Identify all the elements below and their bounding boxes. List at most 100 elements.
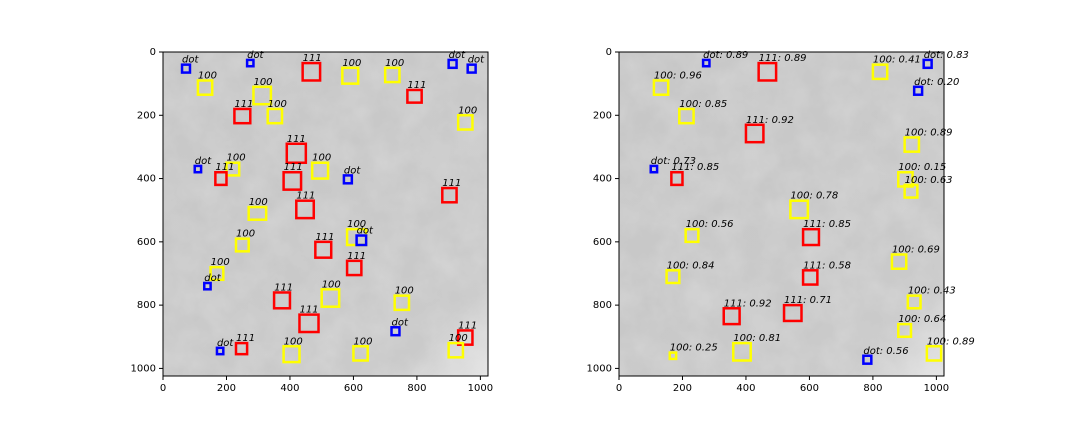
box-label: 100: 0.63 bbox=[905, 175, 953, 186]
y-tick-label: 0 bbox=[606, 47, 612, 58]
box-label: 111 bbox=[296, 191, 315, 202]
detection-box bbox=[732, 341, 752, 362]
y-tick-label: 400 bbox=[593, 174, 612, 185]
detection-box bbox=[266, 107, 284, 125]
detection-box bbox=[652, 79, 670, 96]
box-label: 100 bbox=[249, 197, 268, 208]
detection-box bbox=[282, 170, 303, 191]
y-tick-label: 200 bbox=[593, 110, 612, 121]
box-label: 111 bbox=[284, 162, 303, 173]
y-tick-label: 600 bbox=[593, 237, 612, 248]
y-tick-label: 1000 bbox=[587, 363, 612, 374]
box-label: dot bbox=[344, 165, 361, 176]
box-label: 100: 0.25 bbox=[670, 343, 718, 354]
box-label: dot bbox=[204, 273, 221, 284]
box-label: 100 bbox=[322, 279, 341, 290]
y-tick-label: 200 bbox=[137, 110, 156, 121]
box-label: 100 bbox=[198, 70, 217, 81]
detection-box bbox=[233, 107, 252, 125]
image-fade bbox=[619, 52, 944, 376]
box-label: 100 bbox=[312, 153, 331, 164]
box-label: 111 bbox=[287, 134, 306, 145]
box-label: dot: 0.56 bbox=[863, 346, 908, 357]
box-label: 111 bbox=[215, 162, 234, 173]
detection-box bbox=[225, 161, 241, 177]
box-label: 100 bbox=[253, 77, 272, 88]
box-label: 100 bbox=[458, 105, 477, 116]
detection-box bbox=[215, 346, 225, 356]
detection-box bbox=[447, 341, 465, 359]
axes-frame bbox=[618, 51, 945, 377]
detection-box bbox=[701, 58, 711, 68]
box-label: dot: 0.20 bbox=[914, 77, 959, 88]
y-tick-label: 1000 bbox=[131, 363, 156, 374]
box-label: 111: 0.89 bbox=[759, 53, 807, 64]
box-label: 100 bbox=[385, 58, 404, 69]
box-label: 100 bbox=[226, 153, 245, 164]
box-label: 111 bbox=[234, 99, 253, 110]
box-label: dot bbox=[468, 55, 485, 66]
box-label: 100: 0.64 bbox=[898, 314, 946, 325]
box-label: 100 bbox=[284, 336, 303, 347]
box-label: 100 bbox=[449, 333, 468, 344]
detection-box bbox=[801, 269, 819, 286]
box-label: dot bbox=[217, 338, 234, 349]
box-label: 111: 0.92 bbox=[724, 298, 772, 309]
detection-box bbox=[301, 61, 322, 82]
box-label: 100: 0.89 bbox=[905, 127, 953, 138]
x-tick-label: 400 bbox=[736, 383, 755, 394]
y-tick-label: 400 bbox=[137, 174, 156, 185]
detection-box bbox=[406, 88, 423, 104]
detection-box bbox=[801, 227, 821, 247]
box-label: 100: 0.89 bbox=[927, 336, 975, 347]
box-label: 100 bbox=[395, 286, 414, 297]
detection-box bbox=[912, 85, 924, 96]
box-label: 111: 0.71 bbox=[784, 295, 832, 306]
box-label: 111 bbox=[458, 320, 477, 331]
detection-box bbox=[383, 66, 401, 84]
detection-box bbox=[193, 164, 203, 174]
detection-box bbox=[314, 240, 333, 259]
detection-box bbox=[903, 136, 921, 153]
box-label: 111: 0.85 bbox=[803, 219, 851, 230]
detection-box bbox=[782, 303, 803, 323]
detection-box bbox=[203, 281, 212, 291]
box-label: 100: 0.81 bbox=[733, 333, 781, 344]
detection-box bbox=[744, 123, 765, 144]
detection-box bbox=[925, 345, 943, 362]
x-tick-label: 400 bbox=[280, 383, 299, 394]
detection-box bbox=[789, 199, 810, 220]
x-tick-label: 0 bbox=[160, 383, 166, 394]
box-label: dot: 0.73 bbox=[651, 156, 696, 167]
box-label: 111: 0.92 bbox=[746, 115, 794, 126]
detection-box bbox=[862, 354, 873, 365]
boxes bbox=[649, 58, 943, 365]
y-tick-label: 800 bbox=[137, 300, 156, 311]
box-label: 111 bbox=[299, 305, 318, 316]
box-label: 100: 0.15 bbox=[898, 162, 946, 173]
box-label: dot: 0.83 bbox=[924, 50, 969, 61]
box-label: 100 bbox=[211, 257, 230, 268]
y-tick-label: 800 bbox=[593, 300, 612, 311]
box-label: 100 bbox=[353, 336, 372, 347]
detection-box bbox=[393, 294, 411, 312]
box-label: dot bbox=[182, 55, 199, 66]
y-tick-label: 0 bbox=[150, 47, 156, 58]
box-label: 100 bbox=[342, 58, 361, 69]
detection-box bbox=[897, 322, 913, 339]
detection-box bbox=[678, 107, 695, 125]
x-tick-label: 600 bbox=[800, 383, 819, 394]
box-label: 111: 0.58 bbox=[803, 260, 851, 271]
detection-box bbox=[320, 288, 341, 308]
detection-box bbox=[903, 183, 919, 199]
box-label: dot bbox=[449, 50, 466, 61]
detection-box bbox=[890, 253, 908, 270]
detection-box bbox=[352, 345, 369, 362]
x-tick-label: 1000 bbox=[924, 383, 949, 394]
detection-box bbox=[722, 307, 741, 326]
box-label: 100: 0.78 bbox=[790, 191, 838, 202]
detection-box bbox=[871, 63, 889, 81]
